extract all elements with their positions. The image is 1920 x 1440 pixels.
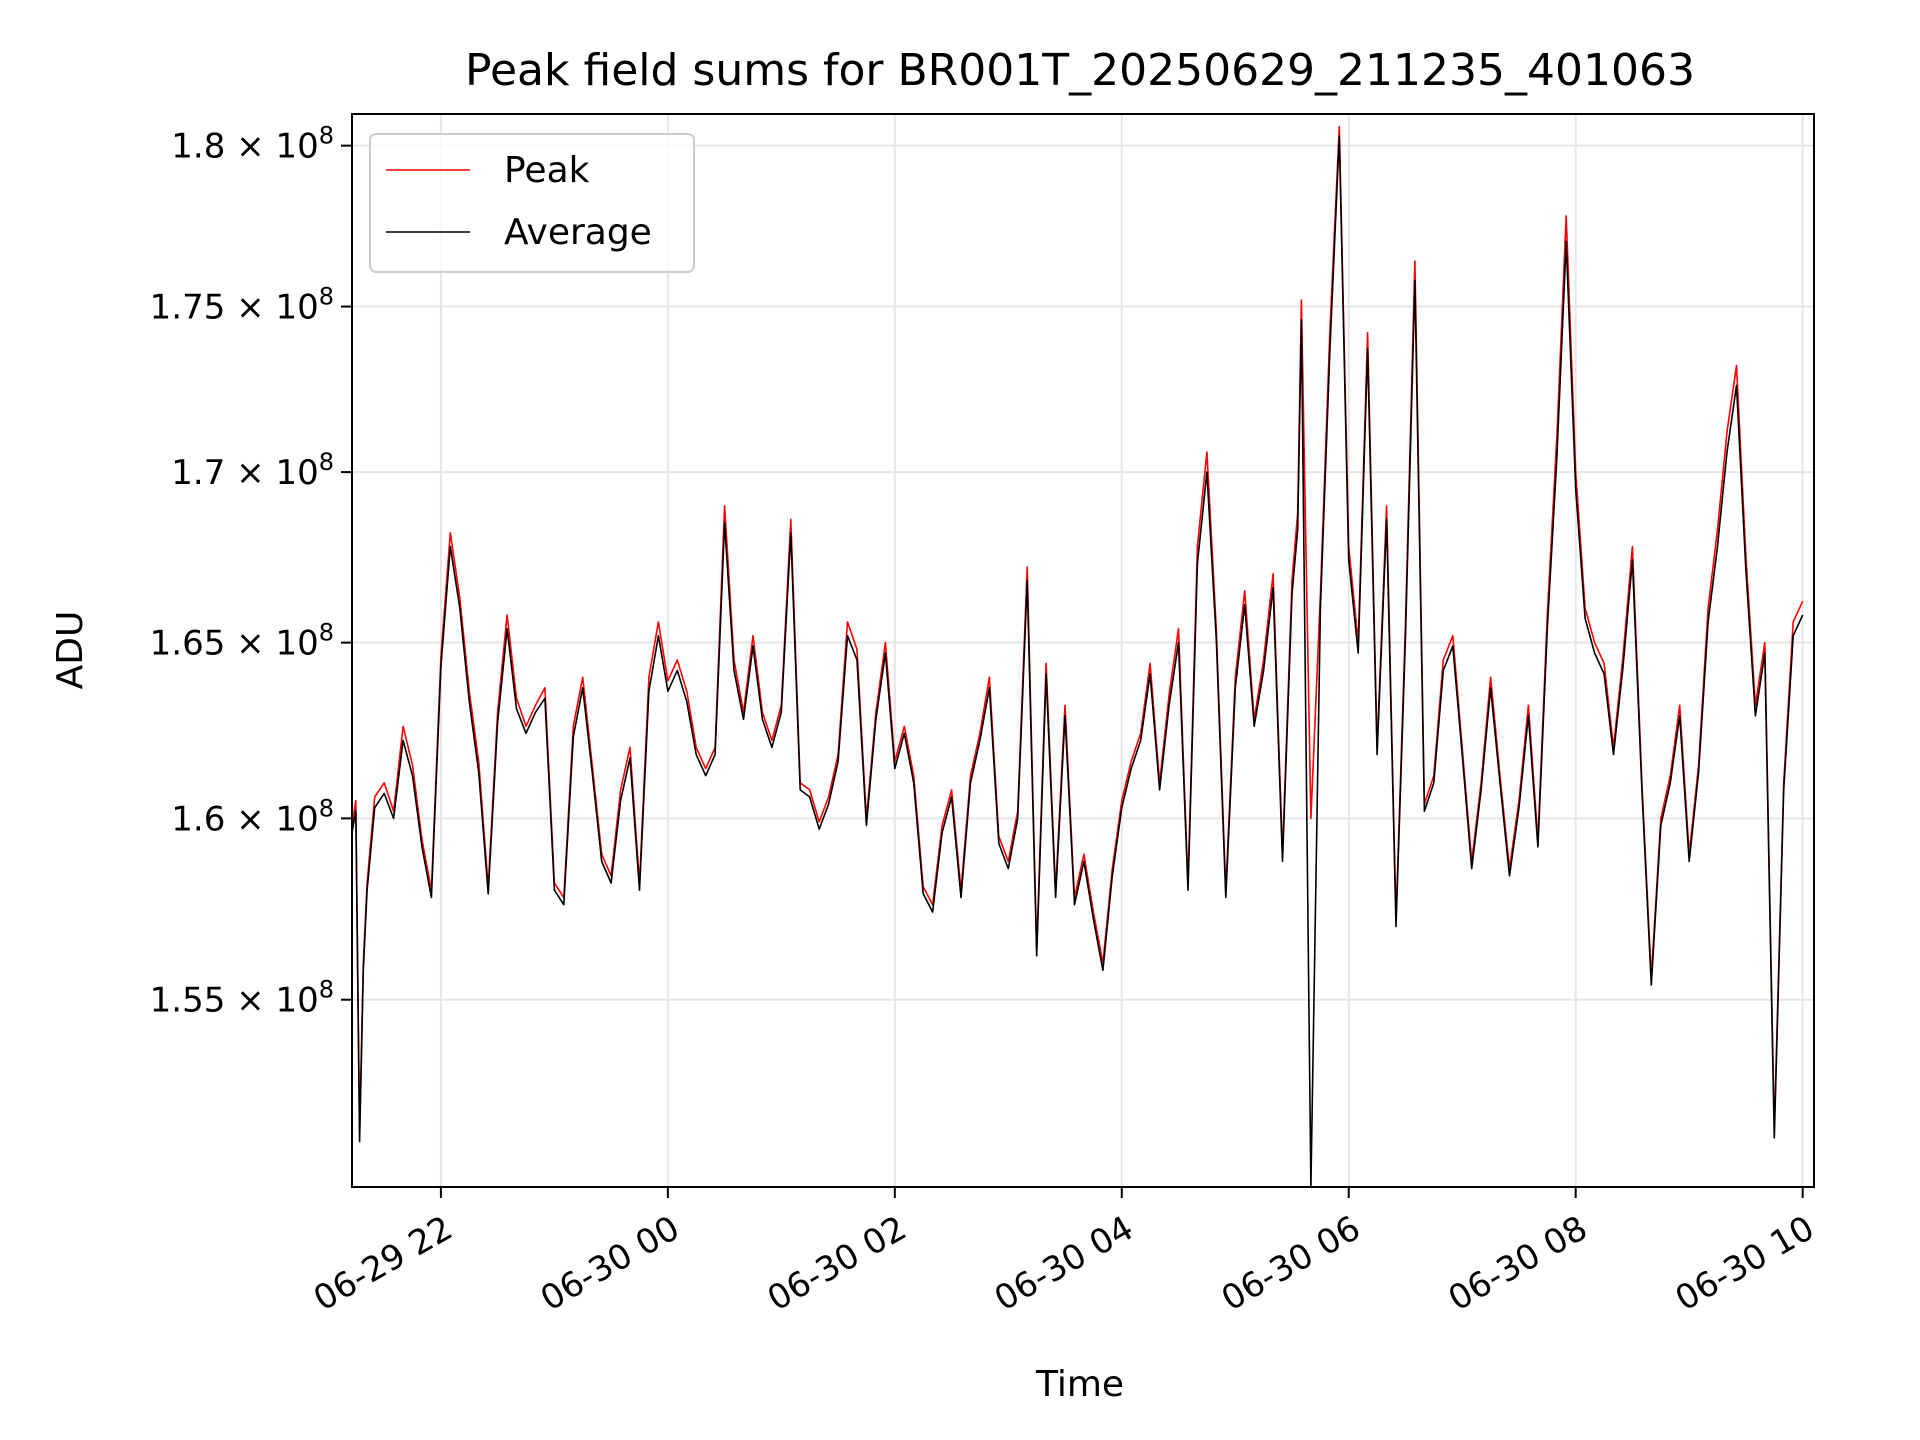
chart-title: Peak field sums for BR001T_20250629_2112… (465, 45, 1695, 96)
y-tick-exponent: 8 (319, 619, 334, 647)
y-tick-exponent: 8 (319, 122, 334, 150)
y-tick-exponent: 8 (319, 794, 334, 822)
y-tick-label: 1.65 × 108 (150, 619, 334, 664)
y-tick-mantissa: 1.65 (150, 624, 226, 664)
y-tick-mantissa: 1.6 (171, 799, 225, 839)
y-tick-exponent: 8 (319, 448, 334, 476)
y-tick-mantissa: 1.7 (171, 453, 225, 493)
series-line-average (352, 135, 1804, 1187)
y-tick-label: 1.75 × 108 (150, 283, 334, 328)
y-axis-label: ADU (50, 611, 91, 690)
y-tick-mantissa: 1.75 (150, 288, 226, 328)
x-axis-label: Time (1035, 1364, 1124, 1405)
plot-frame (351, 113, 1815, 1188)
legend-label-average: Average (504, 212, 652, 253)
y-tick-label: 1.6 × 108 (171, 794, 334, 839)
legend: Peak Average (369, 133, 695, 273)
y-tick-label: 1.8 × 108 (171, 122, 334, 167)
y-tick-mantissa: 1.55 (150, 981, 226, 1021)
y-tick-mantissa: 1.8 (171, 127, 225, 167)
legend-label-peak: Peak (504, 150, 590, 191)
plot-lines (352, 125, 1804, 1187)
y-tick-exponent: 8 (319, 976, 334, 1004)
y-tick-exponent: 8 (319, 283, 334, 311)
legend-box (369, 133, 695, 273)
grid (352, 114, 1814, 1187)
y-tick-label: 1.7 × 108 (171, 448, 334, 493)
y-tick-label: 1.55 × 108 (150, 976, 334, 1021)
